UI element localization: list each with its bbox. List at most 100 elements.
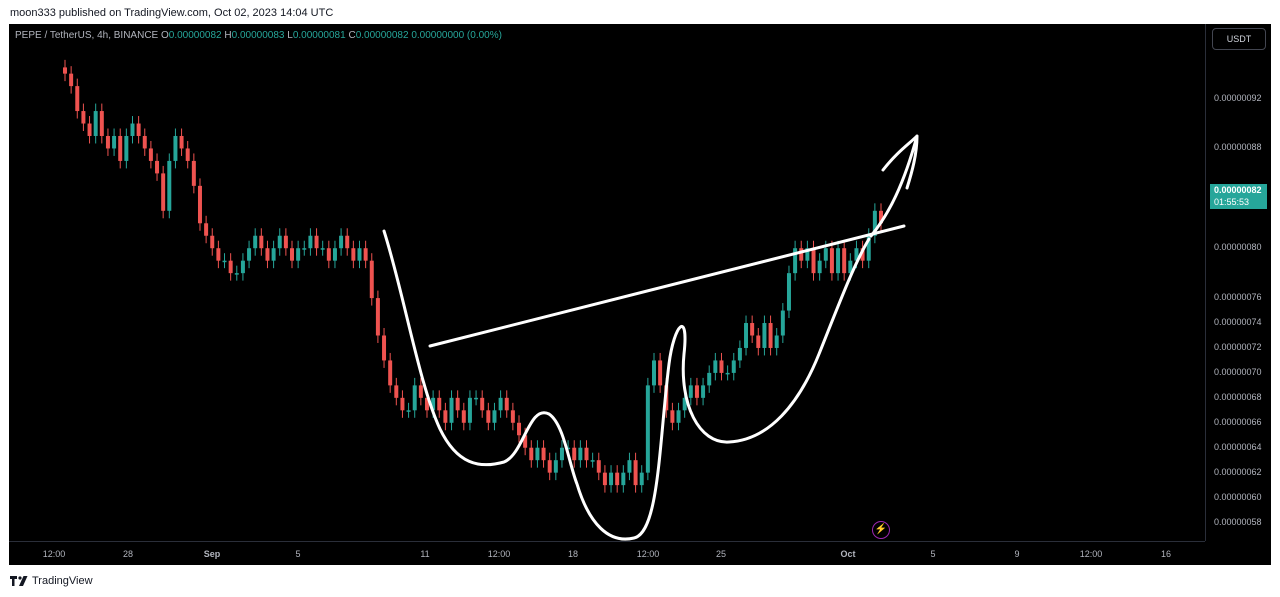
candle-body[interactable] xyxy=(124,135,129,161)
candle-body[interactable] xyxy=(222,260,227,263)
candle-body[interactable] xyxy=(320,248,325,250)
candle-body[interactable] xyxy=(737,347,742,361)
candle-body[interactable] xyxy=(363,248,368,261)
candle-body[interactable] xyxy=(400,397,405,411)
candle-body[interactable] xyxy=(848,260,853,274)
candle-body[interactable] xyxy=(750,323,755,336)
candle-body[interactable] xyxy=(179,135,184,149)
candle-body[interactable] xyxy=(504,397,509,411)
candle-body[interactable] xyxy=(339,235,344,249)
candle-body[interactable] xyxy=(590,460,595,462)
candle-body[interactable] xyxy=(872,210,877,236)
candle-body[interactable] xyxy=(228,260,233,274)
price-axis[interactable]: 0.000000920.000000880.000000840.00000080… xyxy=(1205,24,1272,541)
candle-body[interactable] xyxy=(688,385,693,398)
candle-body[interactable] xyxy=(234,273,239,275)
candle-body[interactable] xyxy=(645,385,650,473)
candle-body[interactable] xyxy=(197,185,202,224)
candle-body[interactable] xyxy=(406,410,411,412)
candle-body[interactable] xyxy=(535,447,540,461)
candle-body[interactable] xyxy=(670,410,675,423)
candle-body[interactable] xyxy=(559,447,564,461)
candle-body[interactable] xyxy=(805,248,810,261)
candle-body[interactable] xyxy=(467,397,472,423)
candle-body[interactable] xyxy=(474,397,479,400)
lightning-icon[interactable]: ⚡ xyxy=(872,521,890,539)
candle-body[interactable] xyxy=(382,335,387,361)
currency-button[interactable]: USDT xyxy=(1212,28,1266,50)
candle-body[interactable] xyxy=(277,235,282,249)
candle-body[interactable] xyxy=(866,235,871,261)
candle-body[interactable] xyxy=(63,67,67,74)
candle-body[interactable] xyxy=(566,447,571,450)
candle-body[interactable] xyxy=(633,460,638,486)
candle-body[interactable] xyxy=(148,148,153,161)
candle-body[interactable] xyxy=(811,248,816,274)
candle-body[interactable] xyxy=(713,360,718,373)
candle-body[interactable] xyxy=(596,460,601,473)
candle-body[interactable] xyxy=(682,397,687,411)
candle-body[interactable] xyxy=(480,397,485,411)
candle-body[interactable] xyxy=(879,210,883,224)
breakout-arrow-drawing[interactable] xyxy=(869,134,919,238)
candle-body[interactable] xyxy=(155,160,160,174)
candle-body[interactable] xyxy=(731,360,736,373)
candle-body[interactable] xyxy=(842,248,847,274)
candle-body[interactable] xyxy=(492,410,497,423)
candle-body[interactable] xyxy=(412,385,417,411)
candle-body[interactable] xyxy=(572,447,577,461)
candle-body[interactable] xyxy=(486,410,491,423)
candle-body[interactable] xyxy=(529,447,534,461)
candle-body[interactable] xyxy=(87,123,92,136)
candle-body[interactable] xyxy=(388,360,393,386)
candle-body[interactable] xyxy=(517,422,522,436)
candle-body[interactable] xyxy=(627,460,632,473)
candle-body[interactable] xyxy=(725,372,730,375)
candle-body[interactable] xyxy=(99,111,104,136)
pattern-curve-drawing[interactable] xyxy=(382,229,871,541)
candle-body[interactable] xyxy=(553,460,558,473)
symbol-name[interactable]: PEPE / TetherUS, 4h, BINANCE xyxy=(15,30,159,41)
candle-body[interactable] xyxy=(290,248,295,261)
candle-body[interactable] xyxy=(602,472,607,486)
candle-body[interactable] xyxy=(719,360,724,373)
candle-body[interactable] xyxy=(449,397,454,423)
candle-body[interactable] xyxy=(130,123,135,136)
candle-body[interactable] xyxy=(296,248,301,261)
candle-body[interactable] xyxy=(332,248,337,261)
candle-body[interactable] xyxy=(394,385,399,398)
candle-body[interactable] xyxy=(744,323,749,348)
candle-body[interactable] xyxy=(185,148,190,161)
candle-body[interactable] xyxy=(523,435,528,448)
candle-body[interactable] xyxy=(69,73,74,87)
candle-body[interactable] xyxy=(283,235,288,249)
candle-body[interactable] xyxy=(658,360,663,386)
candle-body[interactable] xyxy=(418,385,423,398)
candlestick-chart[interactable] xyxy=(9,24,1205,541)
candle-body[interactable] xyxy=(621,472,626,486)
candle-body[interactable] xyxy=(437,397,442,411)
candle-body[interactable] xyxy=(615,472,620,486)
candle-body[interactable] xyxy=(793,248,798,274)
candle-body[interactable] xyxy=(302,248,307,250)
candle-body[interactable] xyxy=(799,248,804,261)
candle-body[interactable] xyxy=(265,248,270,261)
candle-body[interactable] xyxy=(142,135,147,149)
candle-body[interactable] xyxy=(651,360,656,386)
candle-body[interactable] xyxy=(118,135,123,161)
candle-body[interactable] xyxy=(81,111,86,124)
chart-frame[interactable]: PEPE / TetherUS, 4h, BINANCE O0.00000082… xyxy=(9,24,1271,565)
chart-pane[interactable]: PEPE / TetherUS, 4h, BINANCE O0.00000082… xyxy=(9,24,1205,541)
candle-body[interactable] xyxy=(786,273,791,311)
candle-body[interactable] xyxy=(768,323,773,348)
candle-body[interactable] xyxy=(817,260,822,274)
candle-body[interactable] xyxy=(510,410,515,423)
candle-body[interactable] xyxy=(216,248,221,261)
candle-body[interactable] xyxy=(369,260,374,299)
candle-body[interactable] xyxy=(547,460,552,473)
candle-body[interactable] xyxy=(240,260,245,274)
candle-body[interactable] xyxy=(639,472,644,486)
candle-body[interactable] xyxy=(259,235,264,249)
candle-body[interactable] xyxy=(345,235,350,249)
candle-body[interactable] xyxy=(774,335,779,348)
